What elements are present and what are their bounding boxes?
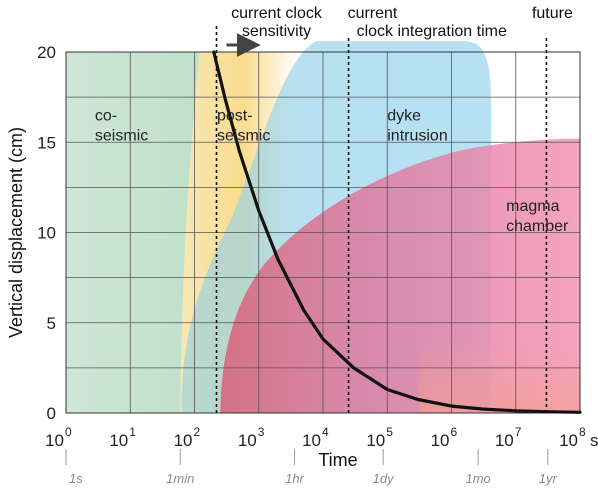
region-label: co- (95, 108, 117, 125)
x-tick-label: 10 (366, 431, 385, 450)
y-tick-label: 0 (47, 404, 56, 423)
annotation-label: future (532, 5, 573, 22)
x-tick-exponent: 8 (579, 425, 586, 439)
annotation-label: current (348, 5, 398, 22)
x-axis-title: Time (318, 450, 357, 470)
x-tick-exponent: 2 (194, 425, 201, 439)
curve-layer (212, 50, 582, 414)
time-scale-label: 1hr (285, 471, 304, 486)
plot-frame (65, 51, 581, 414)
x-tick-label: 10 (45, 431, 64, 450)
annotation-label: current clock (231, 5, 323, 22)
time-scale-label: 1min (166, 471, 194, 486)
region-label: post- (217, 108, 253, 125)
x-tick-label: 10 (109, 431, 128, 450)
region-label: intrusion (387, 128, 447, 145)
x-tick-exponent: 4 (322, 425, 329, 439)
time-scale-label: 1s (69, 471, 83, 486)
region-label: seismic (95, 128, 148, 145)
x-tick-exponent: 1 (129, 425, 136, 439)
x-tick-exponent: 0 (65, 425, 72, 439)
x-tick-exponent: 3 (258, 425, 265, 439)
region-magma-lower-tint (419, 340, 580, 413)
x-tick-exponent: 5 (386, 425, 393, 439)
x-tick-label: 10 (302, 431, 321, 450)
y-axis-title: Vertical displacement (cm) (6, 127, 26, 338)
grid (65, 51, 581, 414)
x-tick-label: 10 (431, 431, 450, 450)
annotation-label: sensitivity (242, 23, 311, 40)
annotation-label: clock integration time (357, 23, 507, 40)
x-tick-exponent: 6 (451, 425, 458, 439)
time-scale-label: 1dy (373, 471, 395, 486)
x-tick-label: 10 (559, 431, 578, 450)
time-scale-label: 1mo (466, 471, 491, 486)
x-tick-label: 10 (495, 431, 514, 450)
y-tick-label: 15 (37, 133, 56, 152)
region-label: dyke (387, 108, 421, 125)
region-label: magma (506, 198, 559, 215)
x-unit-label: s (590, 431, 598, 450)
x-tick-label: 10 (174, 431, 193, 450)
decay-curve (212, 50, 582, 414)
y-tick-label: 5 (47, 314, 56, 333)
x-tick-label: 10 (238, 431, 257, 450)
y-tick-label: 10 (37, 224, 56, 243)
time-scale-label: 1yr (539, 471, 558, 486)
x-tick-exponent: 7 (515, 425, 522, 439)
annotation-lines (215, 26, 548, 413)
region-label: seismic (217, 128, 270, 145)
y-tick-label: 20 (37, 43, 56, 62)
region-label: chamber (506, 218, 569, 235)
